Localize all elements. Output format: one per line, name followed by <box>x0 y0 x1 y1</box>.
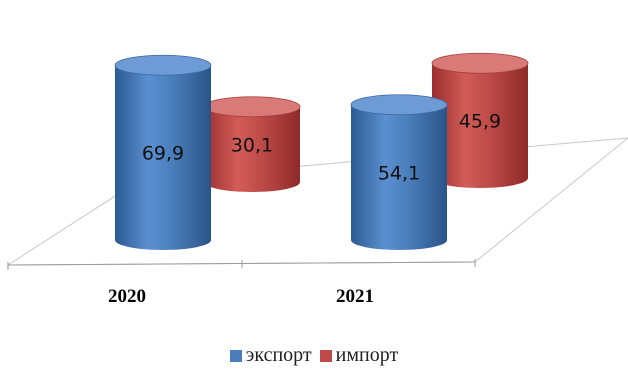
data-label: 54,1 <box>378 162 420 184</box>
data-label: 45,9 <box>459 111 501 133</box>
legend: экспорт импорт <box>0 344 628 367</box>
legend-item-import: импорт <box>319 344 399 367</box>
cylinder-chart: 30,1 69,9 45,9 54,1 2020 2021 <box>6 52 628 307</box>
x-tick-label: 2021 <box>336 286 374 307</box>
legend-label-export: экспорт <box>245 344 312 366</box>
bar-export-2020 <box>114 54 212 250</box>
legend-swatch-export <box>229 349 242 362</box>
cylinder-body <box>115 65 211 250</box>
cylinder-body <box>432 63 528 188</box>
cylinder-body <box>351 104 447 250</box>
cylinder-body <box>204 106 300 192</box>
legend-label-import: импорт <box>335 344 399 366</box>
data-label: 30,1 <box>231 134 273 156</box>
bars-layer <box>114 52 529 250</box>
cylinder-top <box>431 52 529 74</box>
cylinder-top <box>114 54 212 76</box>
bar-export-2021 <box>350 94 448 250</box>
bar-import-2021 <box>431 52 529 188</box>
legend-item-export: экспорт <box>229 344 312 367</box>
bar-import-2020 <box>203 96 301 192</box>
labels-layer: 30,1 69,9 45,9 54,1 2020 2021 <box>108 111 501 307</box>
floor-plane <box>6 137 628 266</box>
data-label: 69,9 <box>142 143 184 165</box>
legend-swatch-import <box>319 349 332 362</box>
cylinder-top <box>350 94 448 116</box>
x-tick-label: 2020 <box>108 286 146 307</box>
chart-floor <box>6 137 628 270</box>
cylinder-top <box>203 96 301 118</box>
